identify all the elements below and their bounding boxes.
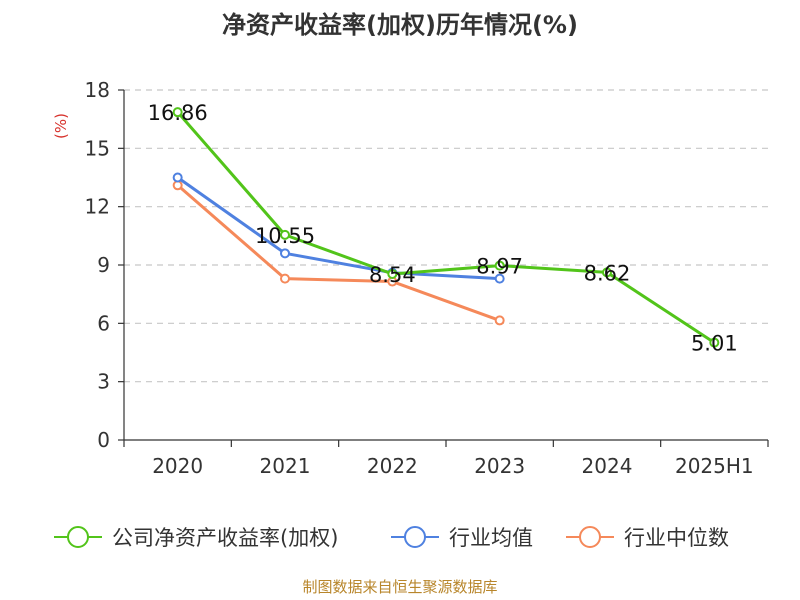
series-line — [176, 110, 716, 345]
legend-swatch-marker — [67, 526, 89, 548]
y-tick-label: 15 — [85, 136, 110, 160]
x-tick-label: 2021 — [260, 454, 311, 478]
data-point[interactable] — [172, 107, 183, 118]
data-point[interactable] — [387, 268, 398, 279]
data-point[interactable] — [172, 172, 183, 183]
x-tick-label: 2020 — [152, 454, 203, 478]
y-axis-label: (%) — [52, 113, 70, 139]
legend-item[interactable]: 行业均值 — [391, 526, 533, 550]
series-line — [176, 176, 502, 281]
legend-item[interactable]: 公司净资产收益率(加权) — [54, 526, 338, 550]
data-label: 5.01 — [691, 332, 738, 356]
data-point[interactable] — [709, 337, 720, 348]
y-tick-label: 12 — [85, 195, 110, 219]
data-label: 8.62 — [584, 261, 631, 285]
x-tick-label: 2023 — [474, 454, 525, 478]
y-tick-label: 9 — [97, 253, 110, 277]
axes: 0 3 6 9 12 15 18 2020 2021 2022 2023 2024 2025H1 — [85, 78, 769, 478]
y-tick-label: 3 — [97, 370, 110, 394]
data-point[interactable] — [280, 248, 290, 259]
legend-swatch-marker — [404, 526, 426, 548]
source-note: 制图数据来自恒生聚源数据库 — [302, 578, 497, 596]
data-label: 8.54 — [369, 263, 416, 287]
data-point[interactable] — [494, 315, 505, 326]
x-tick-label: 2024 — [582, 454, 633, 478]
x-tick-label: 2025H1 — [675, 454, 754, 478]
data-point[interactable] — [280, 229, 290, 240]
y-tick-label: 18 — [85, 78, 110, 102]
data-label: 10.55 — [255, 224, 315, 248]
legend-swatch-marker — [579, 526, 601, 548]
series-line — [176, 183, 502, 322]
data-point[interactable] — [494, 260, 505, 271]
chart-title: 净资产收益率(加权)历年情况(%) — [222, 11, 578, 39]
legend-label: 公司净资产收益率(加权) — [112, 526, 338, 550]
x-tick-label: 2022 — [367, 454, 418, 478]
legend-item[interactable]: 行业中位数 — [566, 526, 729, 550]
y-tick-label: 0 — [97, 428, 110, 452]
legend-label: 行业中位数 — [624, 526, 729, 550]
legend[interactable]: 公司净资产收益率(加权) 行业均值 行业中位数 — [54, 526, 729, 550]
legend-label: 行业均值 — [449, 526, 533, 550]
data-label: 16.86 — [148, 101, 208, 125]
data-point[interactable] — [602, 267, 612, 278]
data-point[interactable] — [494, 273, 505, 284]
y-tick-label: 6 — [97, 311, 110, 335]
grid-lines — [124, 89, 768, 383]
data-point[interactable] — [280, 273, 290, 284]
series-group: 16.86 10.55 8.54 8.97 8.62 5.01 — [148, 101, 738, 355]
data-label: 8.97 — [476, 255, 523, 279]
